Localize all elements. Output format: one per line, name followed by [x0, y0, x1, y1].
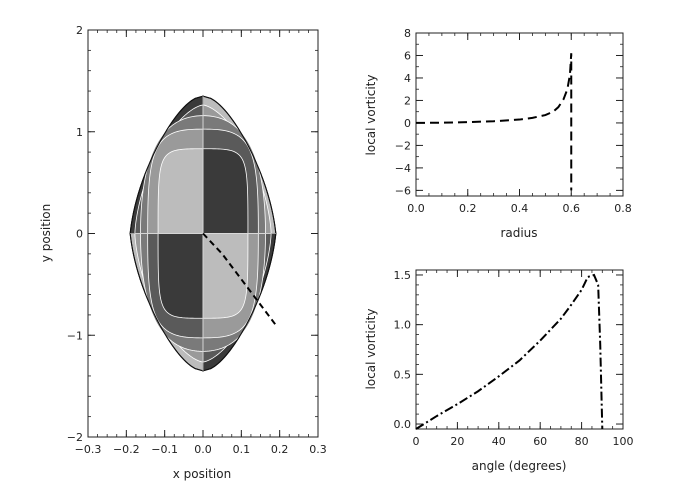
1-y-tick-label: −6	[395, 184, 411, 197]
0-y-tick-label: 2	[76, 24, 83, 37]
radius-panel: radius local vorticity 0.0 0.2 0.4 0.6 0.8 −6…	[364, 27, 632, 240]
contour-ylabel: y position	[39, 204, 53, 262]
2-x-tick-label: 100	[613, 435, 634, 448]
contour-outline	[202, 95, 277, 234]
2-x-tick-label: 40	[492, 435, 506, 448]
radius-ylabel: local vorticity	[364, 75, 378, 156]
angle-panel: angle (degrees) local vorticity 0 20 40 60 8…	[364, 269, 634, 473]
2-x-tick-label: 80	[575, 435, 589, 448]
0-x-tick-label: 0.3	[309, 443, 327, 456]
2-y-tick-label: 0.5	[394, 368, 412, 381]
1-y-tick-label: 4	[404, 72, 411, 85]
2-y-tick-label: 1.5	[394, 269, 412, 282]
0-y-tick-label: −2	[67, 431, 83, 444]
1-x-tick-label: 0.0	[407, 202, 425, 215]
1-y-tick-label: 0	[404, 117, 411, 130]
1-y-tick-label: −4	[395, 162, 411, 175]
2-y-tick-label: 0.0	[394, 418, 412, 431]
angle-xlabel: angle (degrees)	[472, 459, 567, 473]
1-x-tick-label: 0.2	[459, 202, 477, 215]
1-x-tick-label: 0.4	[511, 202, 529, 215]
contour-dashed-path	[202, 232, 277, 326]
contour-panel: x position y position −0.3 −0.2 −0.1 0.0 0.1…	[39, 24, 327, 481]
contour-outline	[202, 233, 277, 372]
angle-series-line	[415, 273, 604, 430]
1-y-tick-label: 8	[404, 27, 411, 40]
2-axes-frame	[415, 269, 624, 430]
0-y-tick-label: −1	[67, 329, 83, 342]
contour-band	[202, 148, 249, 234]
0-x-tick-label: −0.1	[151, 443, 178, 456]
contour-xlabel: x position	[173, 467, 231, 481]
1-y-tick-label: −2	[395, 139, 411, 152]
1-y-tick-label: 6	[404, 49, 411, 62]
angle-ylabel: local vorticity	[364, 309, 378, 390]
1-x-tick-label: 0.6	[563, 202, 581, 215]
0-y-tick-label: 0	[76, 228, 83, 241]
2-y-tick-label: 1.0	[394, 319, 412, 332]
0-y-tick-label: 1	[76, 126, 83, 139]
1-axes-frame	[415, 32, 624, 197]
radius-xlabel: radius	[500, 226, 537, 240]
0-x-tick-label: 0.0	[194, 443, 212, 456]
1-x-tick-label: 0.8	[614, 202, 632, 215]
2-x-tick-label: 60	[533, 435, 547, 448]
contour-band	[157, 233, 204, 319]
contour-outline	[129, 95, 204, 234]
0-x-tick-label: 0.1	[233, 443, 251, 456]
2-x-tick-label: 0	[413, 435, 420, 448]
contour-band	[202, 233, 249, 319]
2-x-tick-label: 20	[450, 435, 464, 448]
contour-outline	[129, 233, 204, 372]
0-x-tick-label: 0.2	[271, 443, 289, 456]
1-y-tick-label: 2	[404, 94, 411, 107]
radius-series-line	[415, 53, 573, 191]
contour-band	[157, 148, 204, 234]
0-x-tick-label: −0.2	[113, 443, 140, 456]
0-x-tick-label: −0.3	[75, 443, 102, 456]
